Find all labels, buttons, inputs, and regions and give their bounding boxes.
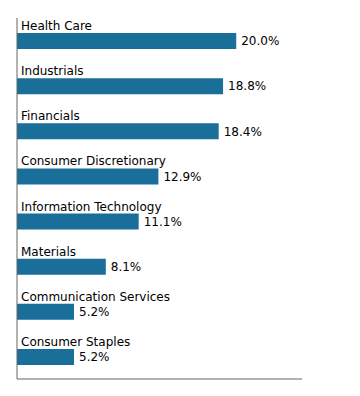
svg-text:18.4%: 18.4% — [224, 125, 262, 139]
svg-text:5.2%: 5.2% — [79, 305, 110, 319]
svg-text:Materials: Materials — [21, 245, 76, 259]
svg-text:8.1%: 8.1% — [111, 260, 141, 274]
svg-text:20.0%: 20.0% — [241, 34, 279, 48]
svg-text:Consumer Discretionary: Consumer Discretionary — [21, 154, 166, 168]
svg-text:12.9%: 12.9% — [163, 170, 201, 184]
svg-text:5.2%: 5.2% — [79, 350, 110, 364]
svg-text:18.8%: 18.8% — [228, 79, 266, 93]
svg-text:Information Technology: Information Technology — [21, 200, 162, 214]
svg-text:Health Care: Health Care — [21, 19, 92, 33]
svg-text:Consumer Staples: Consumer Staples — [21, 335, 130, 349]
svg-text:Industrials: Industrials — [21, 64, 84, 78]
svg-text:11.1%: 11.1% — [144, 215, 182, 229]
svg-text:Communication Services: Communication Services — [21, 290, 170, 304]
svg-text:Financials: Financials — [21, 109, 80, 123]
